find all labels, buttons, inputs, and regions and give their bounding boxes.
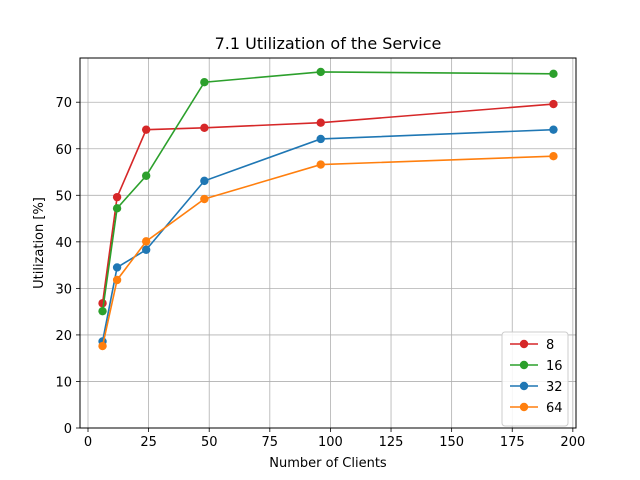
data-point: [112, 192, 122, 202]
y-tick-label: 50: [55, 189, 72, 204]
x-tick-label: 200: [560, 435, 585, 450]
y-axis-label: Utilization [%]: [32, 197, 47, 289]
data-point: [200, 176, 209, 186]
data-point: [549, 125, 558, 134]
series-line: [101, 71, 554, 312]
y-tick-label: 20: [55, 329, 72, 344]
series-layer: [98, 67, 558, 351]
x-tick-label: 25: [140, 435, 157, 450]
y-tick-label: 0: [64, 422, 72, 437]
legend-label: 32: [546, 380, 563, 395]
data-point: [112, 275, 122, 285]
x-tick-label: 100: [318, 435, 343, 450]
series-16: [98, 67, 558, 316]
data-point: [98, 306, 107, 316]
legend-marker: [519, 339, 529, 349]
legend: 8 16 32 64: [501, 331, 569, 427]
data-point: [141, 245, 151, 254]
data-point: [200, 194, 209, 204]
x-tick-label: 125: [379, 435, 404, 450]
y-tick-label: 70: [55, 96, 72, 111]
legend-label: 64: [546, 401, 563, 416]
plot-frame: [79, 57, 577, 429]
axis-ticks: 0 25 50 75 100 125 150 175 200 0 10 20 30 40 50 60 70: [55, 96, 585, 450]
x-axis-label: Number of Clients: [269, 456, 387, 471]
x-tick-label: 0: [84, 435, 92, 450]
data-point: [112, 263, 122, 272]
data-point: [141, 171, 151, 180]
data-point: [112, 204, 122, 213]
data-point: [200, 78, 209, 87]
data-point: [98, 341, 107, 351]
x-tick-label: 175: [500, 435, 525, 450]
data-point: [549, 99, 558, 109]
chart-title: 7.1 Utilization of the Service: [215, 34, 442, 53]
legend-marker: [519, 402, 529, 412]
legend-marker: [519, 360, 529, 370]
x-tick-label: 75: [262, 435, 279, 450]
legend-label: 8: [546, 338, 554, 353]
data-point: [316, 118, 325, 127]
data-point: [316, 67, 325, 77]
data-point: [549, 152, 558, 161]
data-point: [316, 160, 325, 169]
data-point: [141, 237, 151, 246]
y-tick-label: 30: [55, 282, 72, 297]
x-tick-label: 150: [439, 435, 464, 450]
series-line: [101, 155, 554, 347]
y-tick-label: 10: [55, 375, 72, 390]
y-tick-label: 60: [55, 143, 72, 158]
y-tick-label: 40: [55, 236, 72, 251]
legend-marker: [519, 381, 529, 391]
x-tick-label: 50: [201, 435, 218, 450]
legend-box: [501, 331, 569, 427]
series-64: [98, 152, 558, 351]
data-point: [200, 123, 209, 133]
legend-label: 16: [546, 359, 563, 374]
data-point: [549, 69, 558, 79]
data-point: [316, 134, 325, 144]
data-point: [141, 125, 151, 134]
